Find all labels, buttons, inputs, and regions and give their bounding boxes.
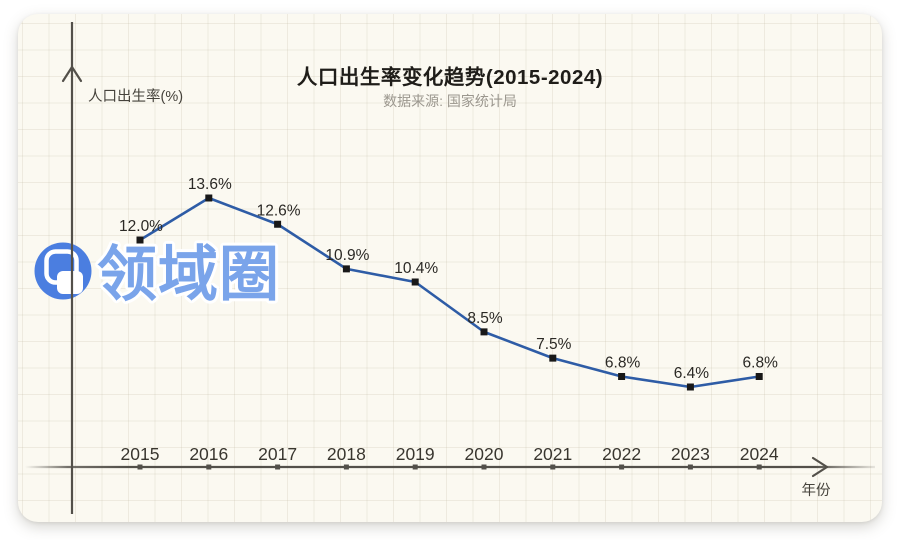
year-label-2024: 2024 bbox=[740, 444, 779, 464]
axis-tick-2016 bbox=[206, 464, 212, 470]
birth-rate-line bbox=[138, 196, 761, 389]
value-label-2018: 10.9% bbox=[325, 247, 369, 264]
y-axis-arrow-up-icon bbox=[61, 65, 83, 83]
watermark: 领域圈 bbox=[34, 238, 282, 311]
x-axis-arrow-right-icon bbox=[811, 456, 829, 478]
year-label-2020: 2020 bbox=[465, 444, 504, 464]
year-label-2021: 2021 bbox=[533, 444, 572, 464]
data-point-2016 bbox=[205, 194, 213, 202]
y-axis-label: 人口出生率(%) bbox=[88, 88, 183, 105]
value-label-2021: 7.5% bbox=[536, 336, 572, 353]
year-label-2017: 2017 bbox=[258, 444, 297, 464]
value-label-2016: 13.6% bbox=[188, 176, 232, 193]
data-point-2019 bbox=[411, 278, 419, 286]
axis-tick-2019 bbox=[412, 464, 418, 470]
axis-tick-2022 bbox=[619, 464, 625, 470]
year-label-2022: 2022 bbox=[602, 444, 641, 464]
data-point-2021 bbox=[549, 354, 557, 362]
data-point-2017 bbox=[274, 220, 282, 228]
axis-tick-2021 bbox=[550, 464, 556, 470]
x-axis-label: 年份 bbox=[802, 482, 831, 499]
data-point-2024 bbox=[755, 373, 763, 380]
axis-tick-2023 bbox=[687, 464, 693, 470]
data-point-2023 bbox=[686, 383, 694, 391]
axis-tick-2020 bbox=[481, 464, 487, 470]
data-point-2020 bbox=[480, 328, 488, 336]
data-point-2018 bbox=[342, 265, 350, 273]
axis-tick-2015 bbox=[137, 464, 143, 470]
axis-tick-2017 bbox=[275, 464, 281, 470]
birth-rate-series: 12.0% 13.6% 12.6% 10.9% 10.4% 8.5% 7.5% 6.8% 6.4… bbox=[119, 176, 778, 391]
chart-title: 人口出生率变化趋势(2015-2024) bbox=[296, 66, 604, 89]
value-label-2023: 6.4% bbox=[674, 365, 710, 382]
watermark-text: 领域圈 bbox=[97, 241, 280, 308]
value-label-2020: 8.5% bbox=[467, 310, 503, 327]
axis-tick-2024 bbox=[756, 464, 762, 470]
value-label-2015: 12.0% bbox=[119, 218, 163, 235]
value-label-2022: 6.8% bbox=[605, 355, 641, 372]
year-label-2023: 2023 bbox=[671, 444, 710, 464]
year-label-2016: 2016 bbox=[189, 444, 228, 464]
value-label-2019: 10.4% bbox=[394, 260, 438, 277]
x-axis-ticks: 2015 2016 2017 2018 2019 2020 2021 2022 2023 2024 bbox=[121, 444, 779, 470]
overlapping-rounded-squares-icon bbox=[44, 249, 83, 294]
value-label-2024: 6.8% bbox=[743, 355, 779, 372]
chart-subtitle: 数据来源: 国家统计局 bbox=[383, 93, 517, 109]
data-point-2022 bbox=[618, 373, 626, 380]
chart-card bbox=[18, 14, 882, 522]
data-point-2015 bbox=[136, 236, 144, 244]
value-label-2017: 12.6% bbox=[257, 202, 301, 219]
year-label-2015: 2015 bbox=[121, 444, 160, 464]
year-label-2019: 2019 bbox=[396, 444, 435, 464]
axis-tick-2018 bbox=[343, 464, 349, 470]
year-label-2018: 2018 bbox=[327, 444, 366, 464]
